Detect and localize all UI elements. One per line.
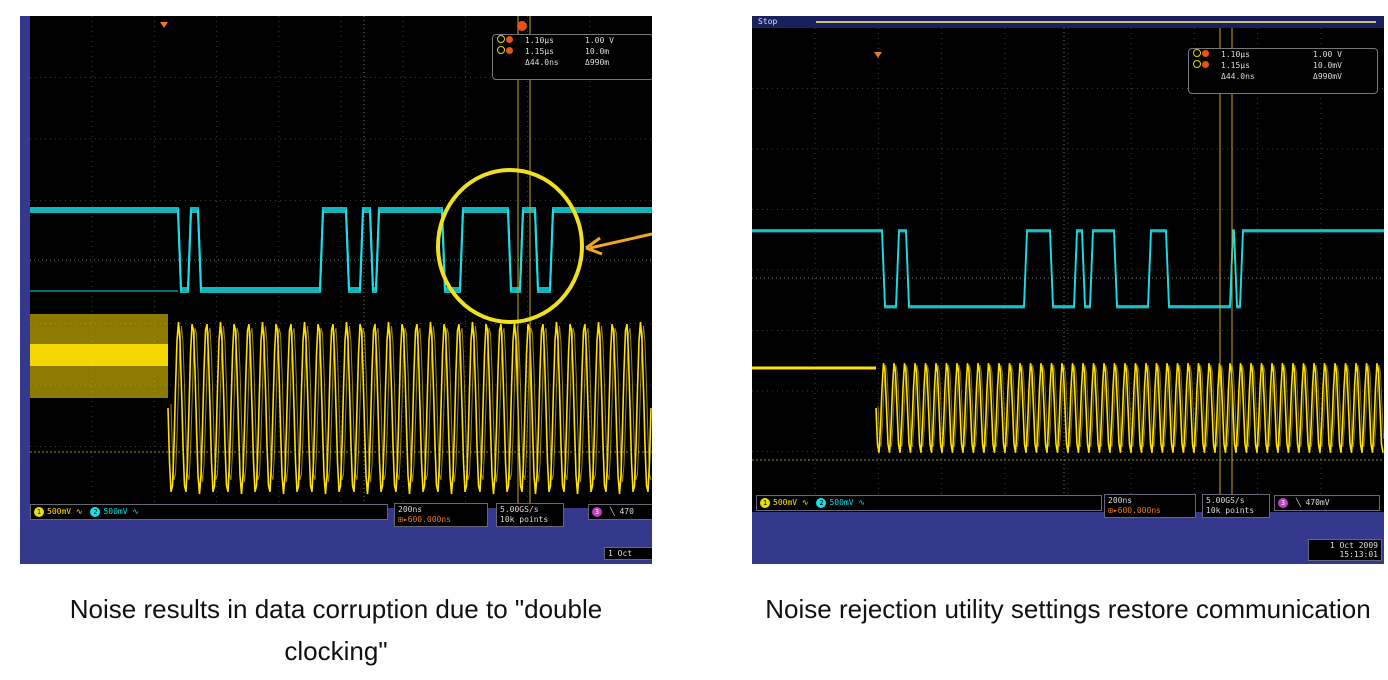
left-waveform-display: 1.10µs 1.00 V 1.15µs 10.0m Δ44.0ns Δ990m [30,16,652,508]
channel-1-clock-trace [877,365,1384,447]
trigger-source-icon: 3 [592,506,602,517]
channel-2-data-trace [30,211,652,293]
double-clocking-highlight-circle [436,168,584,324]
right-waveform-display: 1.10µs 1.00 V 1.15µs 10.0mV Δ44.0ns Δ990… [752,28,1384,512]
left-channel-scale-bar[interactable]: 1 500mV ∿ 2 500mV ∿ [30,504,388,520]
channel-1-clock-trace [167,321,652,495]
right-waveform-plot [752,28,1384,512]
left-date-box: 1 Oct [604,547,652,560]
right-oscilloscope-screenshot: Stop 1.10µs 1.00 V 1.15µs 10.0mV Δ44.0ns… [752,16,1384,564]
left-trigger-box[interactable]: 3 ╲ 470 [588,504,652,520]
right-top-status-bar: Stop [752,16,1384,28]
channel-1-noise-band [30,344,168,366]
right-acquisition-box[interactable]: 5.00GS/s 10k points [1202,494,1270,518]
left-timebase-box[interactable]: 200ns ⊞▸600.000ns [394,503,488,527]
channel-2-data-trace [30,207,652,289]
channel-1-icon: 1 [760,497,770,508]
left-oscilloscope-screenshot: 1.10µs 1.00 V 1.15µs 10.0m Δ44.0ns Δ990m… [20,16,652,564]
channel-1-clock-trace [875,363,1384,453]
highlight-arrow-head-icon [585,236,603,256]
channel-1-icon: 1 [34,506,44,517]
trigger-source-icon: 3 [1278,497,1288,508]
right-channel-scale-bar[interactable]: 1 500mV ∿ 2 500mV ∿ [756,495,1102,511]
trigger-position-icon [160,22,168,28]
left-cursor-readout: 1.10µs 1.00 V 1.15µs 10.0m Δ44.0ns Δ990m [492,34,652,80]
highlight-arrow-shaft [589,232,652,250]
right-date-box: 1 Oct 2009 15:13:01 [1308,539,1382,561]
channel-2-icon: 2 [90,506,101,517]
record-view-ruler [816,21,1376,23]
right-caption: Noise rejection utility settings restore… [765,594,1371,624]
run-state-label[interactable]: Stop [758,17,778,26]
right-cursor-readout: 1.10µs 1.00 V 1.15µs 10.0mV Δ44.0ns Δ990… [1188,48,1378,94]
left-caption: Noise results in data corruption due to … [69,594,603,666]
channel-2-data-trace [752,230,1384,309]
right-timebase-box[interactable]: 200ns ⊞▸600.000ns [1104,494,1196,518]
channel-2-icon: 2 [816,497,827,508]
cursor-marker-icon [517,21,527,31]
channel-2-data-trace [30,209,652,291]
trigger-position-icon [874,52,882,58]
left-acquisition-box[interactable]: 5.00GS/s 10k points [496,503,564,527]
channel-1-clock-trace [170,325,652,483]
right-trigger-box[interactable]: 3 ╲ 470mV [1274,495,1380,511]
left-waveform-plot [30,16,652,508]
